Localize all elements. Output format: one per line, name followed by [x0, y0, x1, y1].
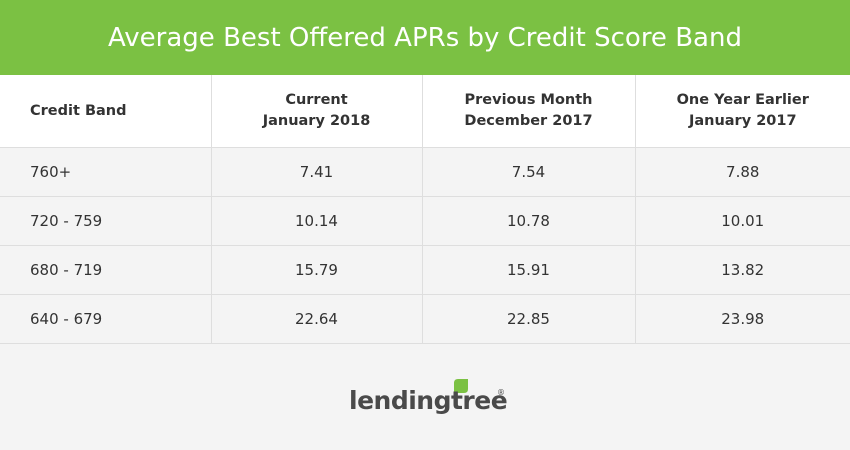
logo: lendingtree ®	[349, 378, 509, 418]
header-line: Previous Month	[464, 92, 593, 108]
table-row: 640 - 679 22.64 22.85 23.98	[0, 294, 850, 344]
apr-cell: 7.41	[211, 147, 423, 197]
credit-band: 640 - 679	[0, 294, 212, 344]
header-line: December 2017	[464, 113, 593, 129]
header-line: One Year Earlier	[676, 92, 809, 108]
apr-cell: 7.88	[635, 147, 850, 197]
apr-cell: 15.91	[422, 245, 636, 295]
column-header: Previous Month December 2017	[422, 75, 636, 148]
logo-leaf	[454, 379, 468, 393]
apr-cell: 22.64	[211, 294, 423, 344]
title: Average Best Offered APRs by Credit Scor…	[108, 22, 742, 53]
header-line: January 2018	[262, 113, 371, 129]
table-row: 720 - 759 10.14 10.78 10.01	[0, 196, 850, 246]
apr-cell: 13.82	[635, 245, 850, 295]
apr-cell: 22.85	[422, 294, 636, 344]
apr-cell: 7.54	[422, 147, 636, 197]
table-body: 760+ 7.41 7.54 7.88 720 - 759 10.14 10.78 10.01…	[0, 147, 850, 344]
apr-cell: 15.79	[211, 245, 423, 295]
header-line: Credit Band	[30, 102, 127, 119]
table-row: 680 - 719 15.79 15.91 13.82	[0, 245, 850, 295]
credit-band: 720 - 759	[0, 196, 212, 246]
table-row: 760+ 7.41 7.54 7.88	[0, 147, 850, 197]
trademark: ®	[497, 388, 505, 397]
header-line: Current	[285, 92, 348, 108]
column-header: Current January 2018	[211, 75, 423, 148]
column-header: One Year Earlier January 2017	[635, 75, 850, 148]
credit-band: 680 - 719	[0, 245, 212, 295]
apr-table: Credit Band Current January 2018 Previous M…	[0, 75, 850, 344]
apr-cell: 23.98	[635, 294, 850, 344]
apr-cell: 10.01	[635, 196, 850, 246]
apr-cell: 10.78	[422, 196, 636, 246]
apr-cell: 10.14	[211, 196, 423, 246]
title-banner: Average Best Offered APRs by Credit Scor…	[0, 0, 850, 75]
header-row: Credit Band Current January 2018 Previous M…	[0, 75, 850, 148]
column-header: Credit Band	[0, 75, 212, 148]
credit-band: 760+	[0, 147, 212, 197]
brand: lendingtree	[349, 386, 508, 415]
header-line: January 2017	[688, 113, 797, 129]
